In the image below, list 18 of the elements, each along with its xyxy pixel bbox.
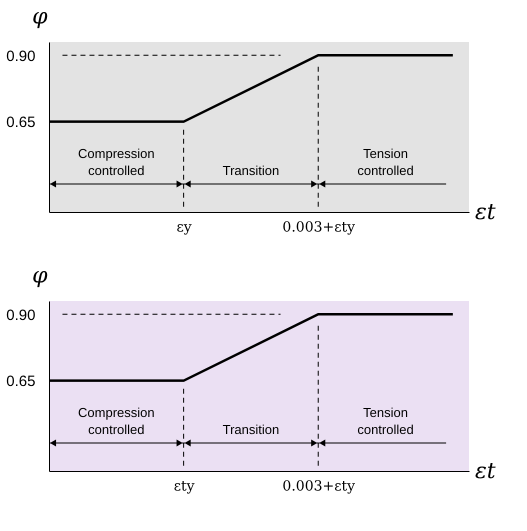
x-tick-label: εty	[174, 478, 195, 494]
y-tick-label: 0.90	[6, 306, 36, 324]
x-axis-title: εt	[475, 200, 496, 225]
y-axis-title: φ	[32, 4, 48, 30]
annotation: Transition	[222, 422, 280, 437]
annotation: Tension controlled	[357, 146, 414, 178]
x-tick-label: 0.003+εty	[282, 220, 356, 236]
y-axis-title: φ	[32, 264, 48, 288]
y-tick-label: 0.65	[6, 373, 36, 390]
y-tick-label: 0.65	[6, 114, 36, 132]
annotation: Compression controlled	[78, 146, 155, 178]
x-tick-label: εy	[176, 220, 192, 236]
annotation: Transition	[222, 163, 280, 178]
y-tick-label: 0.90	[6, 48, 36, 65]
annotation: Tension controlled	[357, 405, 414, 437]
annotation: Compression controlled	[78, 405, 155, 437]
x-axis-title: εt	[475, 459, 496, 484]
x-tick-label: 0.003+εty	[282, 478, 356, 494]
